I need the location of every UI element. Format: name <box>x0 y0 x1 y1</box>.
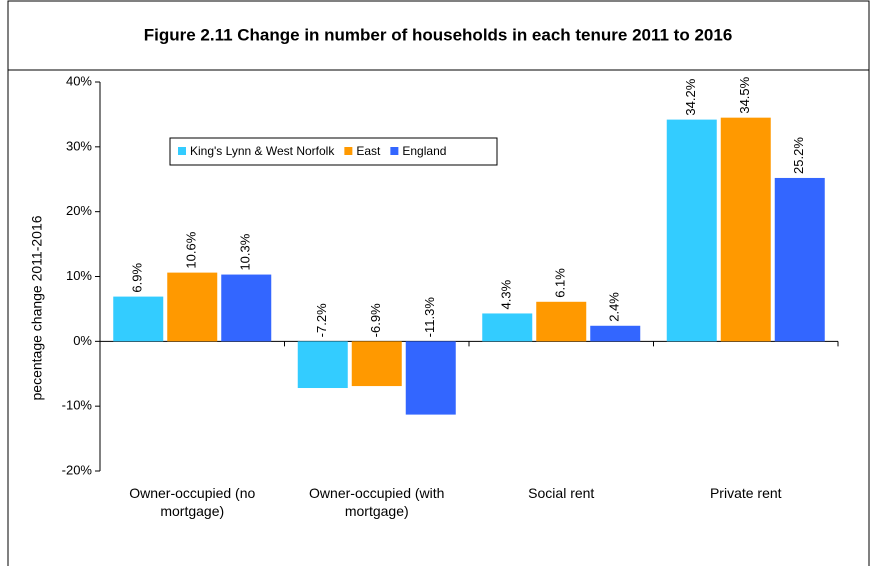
data-label: 25.2% <box>791 137 806 174</box>
frame <box>7 0 870 566</box>
y-tick-label: -20% <box>62 462 93 477</box>
y-tick-label: 20% <box>66 203 92 218</box>
data-label: -7.2% <box>314 303 329 337</box>
y-tick-label: 40% <box>66 73 92 88</box>
data-label: 6.9% <box>130 263 145 293</box>
y-tick-label: 30% <box>66 138 92 153</box>
legend-swatch <box>178 147 186 155</box>
y-tick-label: 10% <box>66 268 92 283</box>
y-tick-label: -10% <box>62 398 93 413</box>
data-label: 10.3% <box>238 233 253 270</box>
bar <box>774 177 825 342</box>
bar <box>351 341 402 387</box>
x-tick-label: Owner-occupied (no mortgage) <box>129 485 256 519</box>
x-tick-label: Owner-occupied (with mortgage) <box>309 485 445 519</box>
data-label: 34.2% <box>683 78 698 115</box>
bar <box>536 301 587 342</box>
chart-title: Figure 2.11 Change in number of househol… <box>144 25 733 44</box>
legend-label: King's Lynn & West Norfolk <box>190 144 335 158</box>
data-label: 34.5% <box>737 76 752 113</box>
legend-box <box>169 137 498 166</box>
bar <box>482 313 533 342</box>
bar <box>720 117 771 342</box>
x-tick-label: Private rent <box>709 485 782 501</box>
data-label: 6.1% <box>553 268 568 298</box>
x-tick-label: Social rent <box>528 485 595 501</box>
data-label: -6.9% <box>368 303 383 337</box>
bar <box>113 296 164 342</box>
bar <box>297 341 348 389</box>
bar <box>167 272 218 342</box>
bar <box>405 341 456 415</box>
legend-label: England <box>402 144 446 158</box>
data-label: 2.4% <box>607 292 622 322</box>
bar <box>666 119 717 342</box>
data-label: -11.3% <box>422 297 437 338</box>
y-tick-label: 0% <box>73 333 92 348</box>
data-label: 10.6% <box>184 231 199 268</box>
legend-swatch <box>390 147 399 155</box>
legend-label: East <box>356 144 381 158</box>
bar <box>590 325 641 342</box>
legend-swatch <box>344 147 353 155</box>
bar <box>221 274 272 342</box>
data-label: 4.3% <box>499 279 514 309</box>
y-axis-label: pecentage change 2011-2016 <box>29 215 45 400</box>
